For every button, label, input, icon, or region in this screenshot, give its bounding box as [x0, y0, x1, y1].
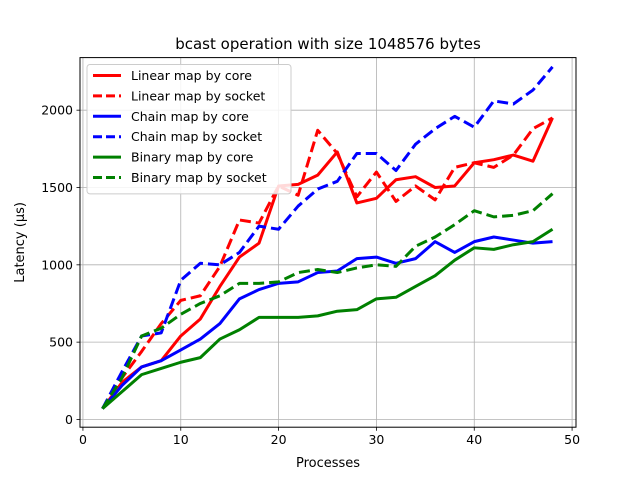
series-line-binary-map-by-core: [101, 227, 554, 410]
y-tick-label: 2000: [41, 103, 73, 118]
series-line-chain-map-by-core: [101, 235, 553, 410]
legend-label: Binary map by socket: [131, 170, 267, 185]
legend-label: Chain map by socket: [131, 129, 262, 144]
plot-frame: [79, 57, 577, 428]
y-axis-label: Latency (µs): [13, 202, 28, 283]
x-tick-label: 40: [466, 432, 482, 447]
series-line-linear-map-by-socket: [101, 116, 554, 410]
legend-label: Binary map by core: [131, 150, 254, 165]
legend: Linear map by core Linear map by socket Ch…: [86, 64, 292, 195]
series-line-chain-map-by-socket: [101, 65, 554, 410]
legend-box: [86, 64, 292, 195]
chart-title: bcast operation with size 1048576 bytes: [175, 35, 481, 53]
x-tick-label: 50: [564, 432, 580, 447]
legend-label: Chain map by core: [131, 109, 249, 124]
plot-lines: [101, 65, 554, 410]
y-tick-label: 0: [65, 412, 73, 427]
y-tick-label: 500: [49, 335, 73, 350]
x-tick-label: 20: [271, 432, 287, 447]
legend-label: Linear map by socket: [131, 88, 265, 103]
x-tick-label: 0: [79, 432, 87, 447]
legend-label: Linear map by core: [131, 68, 252, 83]
y-tick-label: 1500: [41, 180, 73, 195]
y-tick-label: 1000: [41, 257, 73, 272]
x-tick-label: 10: [173, 432, 189, 447]
x-axis-label: Processes: [296, 456, 360, 471]
x-tick-label: 30: [368, 432, 384, 447]
series-line-binary-map-by-socket: [101, 192, 554, 410]
